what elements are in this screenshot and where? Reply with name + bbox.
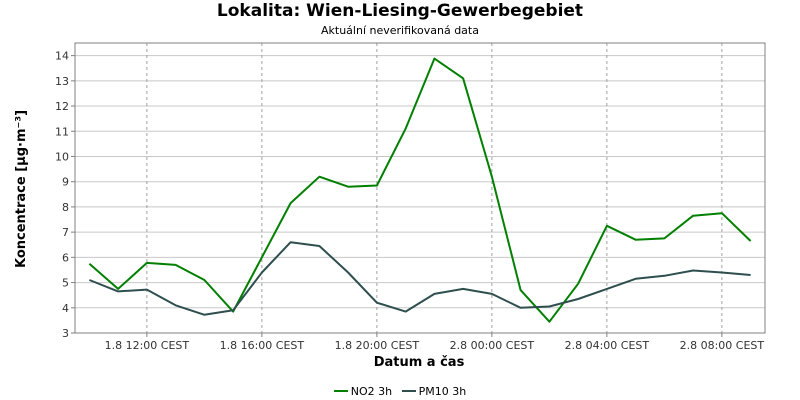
legend-item-pm10: PM10 3h <box>401 384 467 398</box>
series-line-pm10-3h <box>89 241 751 316</box>
plot-area <box>74 42 766 334</box>
x-tick-label: 2.8 00:00 CEST <box>450 339 535 352</box>
legend-label-pm10: PM10 3h <box>418 384 467 398</box>
y-tick-label: 4 <box>62 302 69 315</box>
y-tick-label: 10 <box>55 150 69 163</box>
x-tick-label: 1.8 20:00 CEST <box>335 339 420 352</box>
legend-swatch-no2 <box>333 390 348 392</box>
x-tick-label: 2.8 08:00 CEST <box>680 339 765 352</box>
series-line-no2-3h <box>88 57 752 323</box>
y-tick-label: 12 <box>55 100 69 113</box>
series-group <box>88 57 752 323</box>
x-tick-label: 1.8 12:00 CEST <box>105 339 190 352</box>
legend-label-no2: NO2 3h <box>350 384 393 398</box>
y-tick-label: 13 <box>55 75 69 88</box>
y-tick-label: 6 <box>62 251 69 264</box>
y-tick-label: 9 <box>62 176 69 189</box>
legend: NO2 3h PM10 3h <box>0 382 800 398</box>
axis-ticks: 3 4 5 6 7 8 9 10 11 12 13 14 1.8 12:00 CEST 1.8 16:00… <box>55 50 764 352</box>
legend-swatch-pm10 <box>401 390 416 392</box>
y-axis-label: Koncentrace [µg·m⁻³] <box>14 110 29 268</box>
y-tick-label: 14 <box>55 50 69 63</box>
x-tick-label: 1.8 16:00 CEST <box>220 339 305 352</box>
y-tick-label: 5 <box>62 277 69 290</box>
x-tick-label: 2.8 04:00 CEST <box>565 339 650 352</box>
y-tick-label: 7 <box>62 226 69 239</box>
y-tick-label: 11 <box>55 125 69 138</box>
y-tick-label: 8 <box>62 201 69 214</box>
x-axis-label: Datum a čas <box>374 355 465 370</box>
legend-item-no2: NO2 3h <box>333 384 393 398</box>
chart-subtitle: Aktuální neverifikovaná data <box>321 24 479 37</box>
chart-title: Lokalita: Wien-Liesing-Gewerbegebiet <box>216 1 584 21</box>
y-tick-label: 3 <box>62 327 69 340</box>
grid <box>75 43 765 334</box>
